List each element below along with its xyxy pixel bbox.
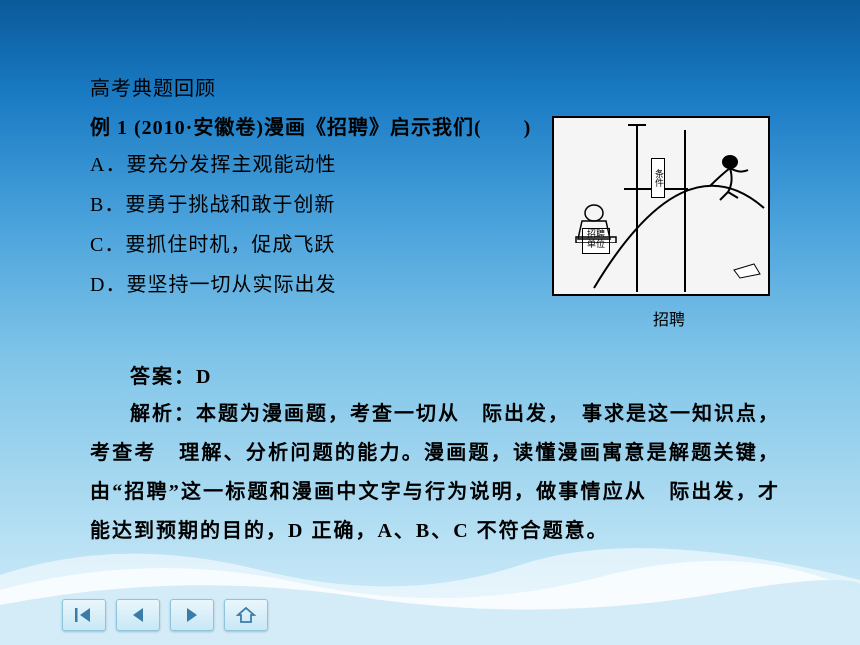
- section-title: 高考典题回顾: [90, 72, 780, 101]
- nav-home-button[interactable]: [224, 599, 268, 631]
- cartoon-jumper: [690, 148, 760, 208]
- prev-icon: [128, 606, 148, 624]
- first-icon: [74, 606, 94, 624]
- nav-next-button[interactable]: [170, 599, 214, 631]
- answer-label: 答案：D: [90, 360, 780, 389]
- cartoon-paper: [732, 262, 762, 280]
- next-icon: [182, 606, 202, 624]
- explain-label: 解析：: [130, 403, 196, 425]
- home-icon: [236, 606, 256, 624]
- nav-first-button[interactable]: [62, 599, 106, 631]
- nav-prev-button[interactable]: [116, 599, 160, 631]
- cartoon-caption: 招聘: [653, 306, 685, 330]
- nav-bar: [62, 599, 268, 631]
- cartoon-sign-condition: 条件: [651, 158, 665, 198]
- cartoon-illustration: 条件 招聘单位: [552, 116, 770, 296]
- cartoon-interviewer: [572, 203, 620, 243]
